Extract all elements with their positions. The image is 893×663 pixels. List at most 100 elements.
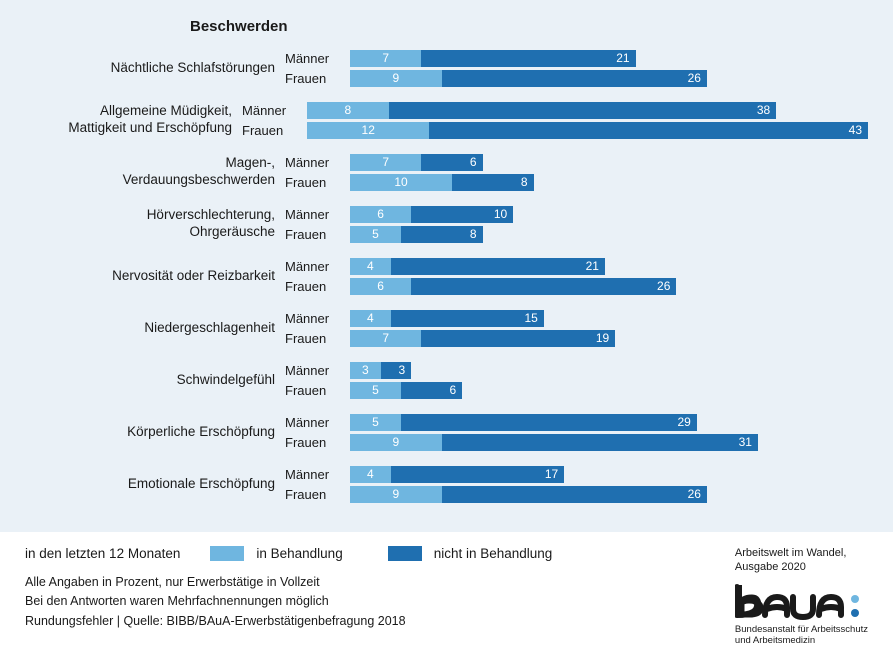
gender-label: Männer: [285, 363, 350, 378]
gender-label: Frauen: [285, 435, 350, 450]
bar-segment-treated: 12: [307, 122, 429, 139]
chart-area: Beschwerden Nächtliche SchlafstörungenMä…: [0, 0, 893, 532]
bar-segment-treated: 5: [350, 414, 401, 431]
gender-row: Männer417: [285, 465, 868, 483]
bar-segment-treated: 3: [350, 362, 381, 379]
bar-container: 931: [350, 434, 758, 451]
gender-block: Männer721Frauen926: [285, 49, 868, 87]
bar-segment-untreated: 6: [421, 154, 482, 171]
bar-segment-untreated: 43: [429, 122, 868, 139]
bar-container: 926: [350, 70, 707, 87]
bar-segment-treated: 5: [350, 226, 401, 243]
bar-segment-untreated: 21: [421, 50, 635, 67]
bar-segment-untreated: 17: [391, 466, 564, 483]
bar-segment-treated: 6: [350, 206, 411, 223]
gender-row: Frauen108: [285, 173, 868, 191]
complaint-label: Hörverschlechterung,Ohrgeräusche: [0, 207, 285, 241]
bar-container: 421: [350, 258, 605, 275]
gender-row: Männer76: [285, 153, 868, 171]
baua-colon-icon: [851, 595, 859, 621]
bar-segment-untreated: 15: [391, 310, 544, 327]
bar-segment-untreated: 26: [442, 70, 707, 87]
gender-label: Männer: [285, 415, 350, 430]
bar-segment-treated: 4: [350, 258, 391, 275]
chart-title: Beschwerden: [190, 18, 868, 35]
bar-segment-untreated: 26: [442, 486, 707, 503]
gender-row: Männer33: [285, 361, 868, 379]
gender-label: Frauen: [285, 279, 350, 294]
bar-container: 58: [350, 226, 483, 243]
gender-label: Männer: [285, 51, 350, 66]
bar-segment-untreated: 26: [411, 278, 676, 295]
complaint-label: Schwindelgefühl: [0, 372, 285, 389]
bar-container: 56: [350, 382, 462, 399]
bar-container: 626: [350, 278, 676, 295]
gender-row: Frauen926: [285, 485, 868, 503]
complaint-label: Körperliche Erschöpfung: [0, 424, 285, 441]
gender-label: Männer: [285, 259, 350, 274]
source-block: Arbeitswelt im Wandel, Ausgabe 2020: [735, 546, 868, 647]
bar-segment-untreated: 21: [391, 258, 605, 275]
gender-label: Frauen: [285, 227, 350, 242]
complaint-label: Magen-,Verdauungsbeschwerden: [0, 155, 285, 189]
gender-label: Männer: [285, 207, 350, 222]
complaint-group: Nervosität oder ReizbarkeitMänner421Frau…: [0, 257, 868, 295]
gender-row: Frauen1243: [242, 121, 868, 139]
bar-container: 415: [350, 310, 544, 327]
gender-row: Frauen926: [285, 69, 868, 87]
gender-label: Männer: [285, 311, 350, 326]
baua-sub-l2: und Arbeitsmedizin: [735, 635, 815, 646]
complaint-group: Emotionale ErschöpfungMänner417 Frauen926: [0, 465, 868, 503]
source-title-l2: Ausgabe 2020: [735, 561, 806, 573]
gender-row: Männer421: [285, 257, 868, 275]
bar-segment-treated: 4: [350, 466, 391, 483]
complaint-label: Niedergeschlagenheit: [0, 320, 285, 337]
gender-label: Frauen: [285, 71, 350, 86]
complaint-group: Allgemeine Müdigkeit,Mattigkeit und Ersc…: [0, 101, 868, 139]
bar-container: 1243: [307, 122, 868, 139]
bar-container: 529: [350, 414, 697, 431]
complaint-group: SchwindelgefühlMänner33Frauen56: [0, 361, 868, 399]
complaint-group: Körperliche ErschöpfungMänner529Frauen93…: [0, 413, 868, 451]
baua-logo: [735, 583, 868, 621]
gender-block: Männer76 Frauen108: [285, 153, 868, 191]
complaint-label: Allgemeine Müdigkeit,Mattigkeit und Ersc…: [0, 103, 242, 137]
bar-segment-untreated: 3: [381, 362, 412, 379]
bar-segment-treated: 6: [350, 278, 411, 295]
footer: in den letzten 12 Monaten in Behandlung …: [0, 532, 893, 649]
gender-label: Frauen: [285, 487, 350, 502]
gender-block: Männer610 Frauen58: [285, 205, 868, 243]
bar-container: 76: [350, 154, 483, 171]
complaint-group: Nächtliche SchlafstörungenMänner721Fraue…: [0, 49, 868, 87]
bar-container: 721: [350, 50, 636, 67]
bar-segment-treated: 9: [350, 486, 442, 503]
legend-swatch-light: [210, 546, 244, 561]
gender-block: Männer529Frauen931: [285, 413, 868, 451]
bar-container: 33: [350, 362, 411, 379]
complaint-group: Magen-,VerdauungsbeschwerdenMänner76 Frau…: [0, 153, 868, 191]
complaints-list: Nächtliche SchlafstörungenMänner721Fraue…: [0, 49, 868, 503]
bar-container: 838: [307, 102, 776, 119]
bar-segment-untreated: 6: [401, 382, 462, 399]
bar-segment-treated: 7: [350, 154, 421, 171]
gender-row: Männer529: [285, 413, 868, 431]
gender-label: Frauen: [285, 383, 350, 398]
bar-segment-treated: 7: [350, 50, 421, 67]
bar-segment-treated: 5: [350, 382, 401, 399]
gender-block: Männer415 Frauen719: [285, 309, 868, 347]
gender-row: Frauen626: [285, 277, 868, 295]
legend-swatch-dark: [388, 546, 422, 561]
gender-block: Männer417 Frauen926: [285, 465, 868, 503]
source-title-l1: Arbeitswelt im Wandel,: [735, 547, 846, 559]
bar-container: 417: [350, 466, 564, 483]
bar-segment-untreated: 19: [421, 330, 615, 347]
baua-sub-l1: Bundesanstalt für Arbeitsschutz: [735, 624, 868, 635]
gender-row: Frauen719: [285, 329, 868, 347]
gender-row: Männer610: [285, 205, 868, 223]
gender-block: Männer33Frauen56: [285, 361, 868, 399]
baua-subtitle: Bundesanstalt für Arbeitsschutz und Arbe…: [735, 624, 868, 648]
gender-block: Männer838Frauen1243: [242, 101, 868, 139]
bar-segment-untreated: 8: [452, 174, 534, 191]
legend-intro: in den letzten 12 Monaten: [25, 546, 180, 561]
complaint-label: Emotionale Erschöpfung: [0, 476, 285, 493]
